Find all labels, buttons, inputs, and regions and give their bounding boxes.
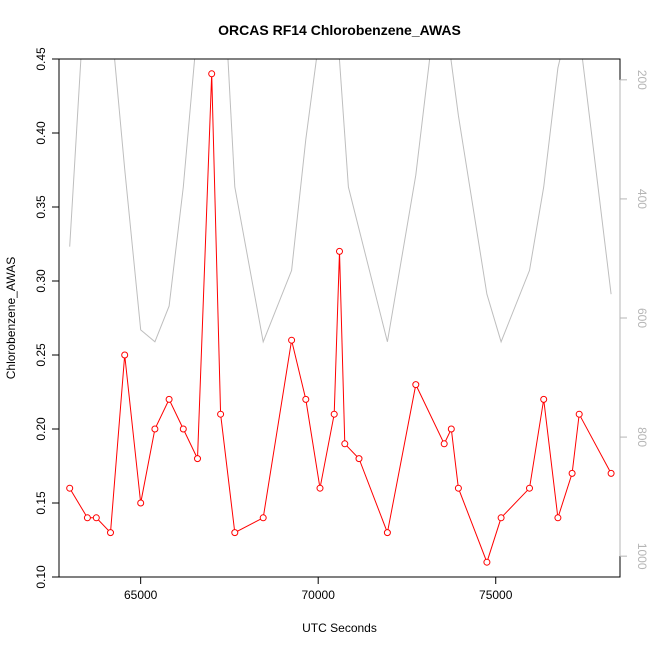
data-point xyxy=(497,514,505,522)
data-point xyxy=(137,499,145,507)
data-point xyxy=(526,484,533,492)
series-line-1 xyxy=(69,59,612,344)
data-point xyxy=(454,484,462,492)
y-axis-label: Chlorobenzene_AWAS xyxy=(4,257,18,380)
data-point xyxy=(568,469,576,477)
data-point xyxy=(575,410,583,418)
y2-tick-label: 1000 xyxy=(635,543,649,570)
x-axis: 65000 70000 75000 xyxy=(124,576,513,602)
y-tick-label: 0.15 xyxy=(34,491,48,515)
y-tick-label: 0.20 xyxy=(34,417,48,441)
data-point xyxy=(107,529,114,537)
left-axis-series-layer xyxy=(66,70,615,566)
plot-frame xyxy=(58,58,621,578)
data-point xyxy=(194,455,201,463)
data-point xyxy=(217,410,225,418)
data-point xyxy=(208,70,216,78)
y-tick-label: 0.40 xyxy=(34,121,48,145)
series-line-0 xyxy=(69,73,612,564)
data-point xyxy=(341,440,349,448)
data-point xyxy=(92,514,100,522)
y-axis: 0.10 0.15 0.20 0.25 0.30 0.35 0.40 0.45 xyxy=(34,47,60,589)
data-point xyxy=(330,410,338,418)
x-tick-label: 70000 xyxy=(302,588,336,602)
y2-tick-label: 200 xyxy=(635,70,649,90)
right-axis-series-layer xyxy=(69,59,612,344)
data-point xyxy=(66,484,74,492)
y2-axis: 200 400 600 800 1000 xyxy=(619,70,649,570)
data-point xyxy=(259,514,267,522)
data-point xyxy=(336,247,343,255)
data-point xyxy=(607,469,615,477)
data-point xyxy=(383,529,391,537)
data-point xyxy=(483,558,491,566)
data-point xyxy=(288,336,296,344)
data-point xyxy=(231,529,239,537)
y-tick-label: 0.45 xyxy=(34,47,48,71)
y-tick-label: 0.25 xyxy=(34,343,48,367)
data-point xyxy=(540,395,548,403)
y2-tick-label: 400 xyxy=(635,189,649,209)
data-point xyxy=(355,455,363,463)
x-axis-label: UTC Seconds xyxy=(302,621,377,635)
chart-title: ORCAS RF14 Chlorobenzene_AWAS xyxy=(218,22,461,38)
data-point xyxy=(316,484,324,492)
data-point xyxy=(121,351,129,359)
data-point xyxy=(179,425,187,433)
data-point xyxy=(302,395,310,403)
y2-tick-label: 800 xyxy=(635,427,649,447)
data-point xyxy=(440,440,448,448)
x-tick-label: 75000 xyxy=(479,588,513,602)
data-point xyxy=(83,514,91,522)
data-point xyxy=(447,425,455,433)
y2-tick-label: 600 xyxy=(635,308,649,328)
data-point xyxy=(412,381,420,389)
y-tick-label: 0.10 xyxy=(34,565,48,589)
data-point xyxy=(165,395,173,403)
data-point xyxy=(554,514,562,522)
x-tick-label: 65000 xyxy=(124,588,158,602)
y-tick-label: 0.35 xyxy=(34,195,48,219)
y-tick-label: 0.30 xyxy=(34,269,48,293)
data-point xyxy=(151,425,159,433)
